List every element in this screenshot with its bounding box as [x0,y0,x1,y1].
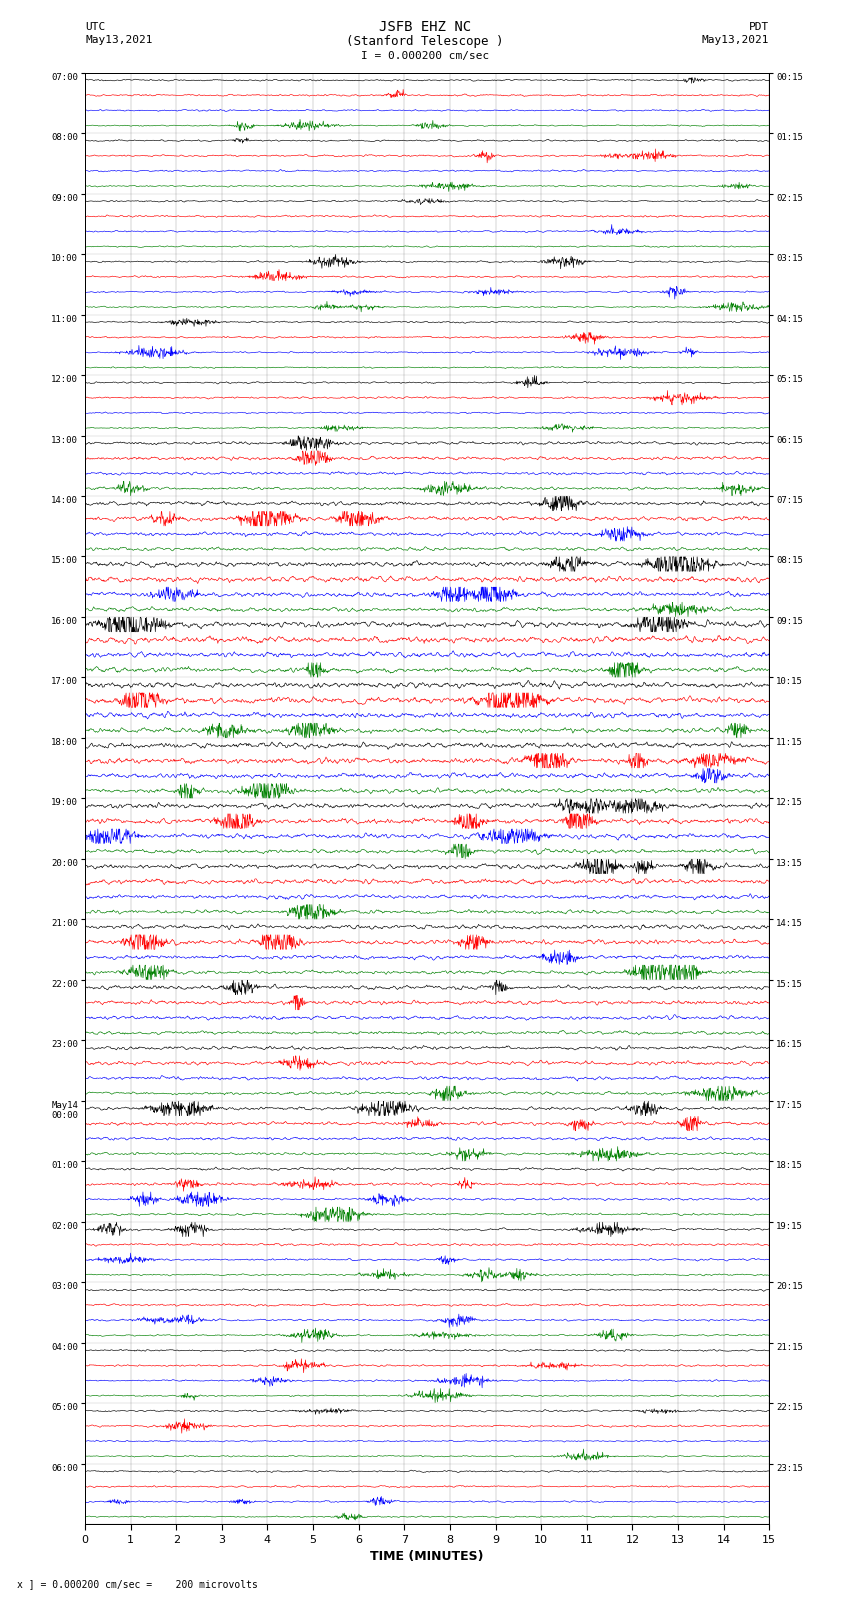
Text: I = 0.000200 cm/sec: I = 0.000200 cm/sec [361,52,489,61]
Text: PDT: PDT [749,23,769,32]
Text: x ] = 0.000200 cm/sec =    200 microvolts: x ] = 0.000200 cm/sec = 200 microvolts [17,1579,258,1589]
Text: JSFB EHZ NC: JSFB EHZ NC [379,21,471,34]
Text: May13,2021: May13,2021 [85,35,152,45]
Text: (Stanford Telescope ): (Stanford Telescope ) [346,35,504,48]
X-axis label: TIME (MINUTES): TIME (MINUTES) [371,1550,484,1563]
Text: UTC: UTC [85,23,105,32]
Text: May13,2021: May13,2021 [702,35,769,45]
